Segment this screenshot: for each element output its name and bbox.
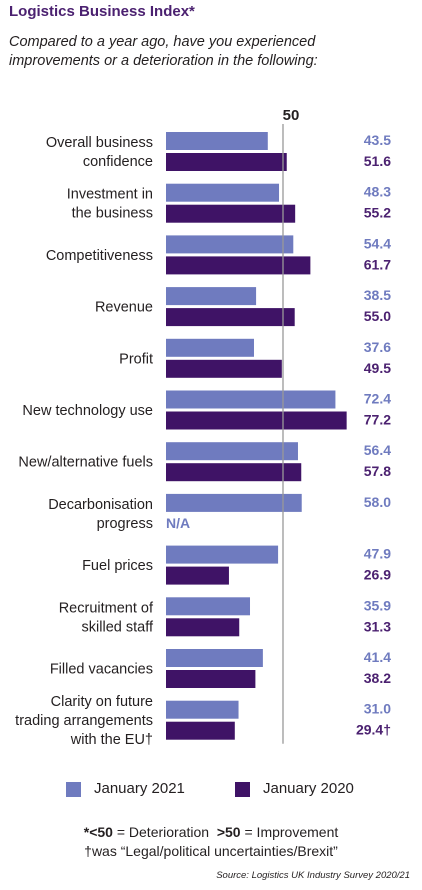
category-label-1-0: Investment in	[67, 187, 153, 203]
bar-jan2020-8	[166, 566, 229, 585]
value-label-jan2020-9: 31.3	[364, 618, 391, 634]
subtitle-line-1: Compared to a year ago, have you experie…	[9, 34, 316, 50]
chart-subtitle: Compared to a year ago, have you experie…	[9, 33, 318, 71]
value-label-jan2021-9: 35.9	[364, 597, 391, 613]
category-label-7-1: progress	[97, 516, 153, 532]
bar-jan2021-3	[166, 287, 257, 306]
legend-label-jan2020: January 2020	[263, 780, 354, 797]
bar-jan2021-11	[166, 700, 239, 719]
bar-jan2020-9	[166, 618, 240, 637]
category-label-3-0: Revenue	[95, 300, 153, 316]
bar-jan2020-3	[166, 308, 295, 327]
value-label-jan2020-6: 57.8	[364, 463, 391, 479]
bar-jan2020-6	[166, 463, 302, 482]
value-label-jan2020-10: 38.2	[364, 670, 391, 686]
category-label-0-1: confidence	[83, 154, 153, 170]
category-label-8-0: Fuel prices	[82, 558, 153, 574]
bar-jan2021-8	[166, 545, 279, 564]
category-label-0-0: Overall business	[46, 135, 153, 151]
bar-jan2020-10	[166, 670, 256, 688]
bar-jan2021-10	[166, 649, 263, 667]
value-label-jan2020-4: 49.5	[364, 360, 391, 376]
legend-swatch-jan2020	[235, 782, 250, 797]
source-note: Source: Logistics UK Industry Survey 202…	[216, 870, 410, 881]
value-label-jan2020-11: 29.4†	[356, 722, 391, 738]
legend-label-jan2021: January 2021	[94, 780, 185, 797]
legend: January 2021 January 2020	[0, 772, 422, 802]
category-label-11-0: Clarity on future	[51, 694, 153, 710]
category-label-10-0: Filled vacancies	[50, 662, 153, 678]
value-label-jan2020-1: 55.2	[364, 205, 391, 221]
category-label-9-0: Recruitment of	[59, 600, 154, 616]
footnote-deterioration-text: = Deterioration	[112, 824, 217, 840]
value-label-jan2021-2: 54.4	[364, 235, 391, 251]
footnote-improvement-symbol: >50	[216, 824, 241, 840]
bar-jan2020-5	[166, 411, 347, 430]
value-label-jan2021-1: 48.3	[364, 184, 391, 200]
category-label-7-0: Decarbonisation	[48, 497, 153, 513]
legend-swatch-jan2021	[66, 782, 81, 797]
value-label-jan2020-5: 77.2	[364, 412, 391, 428]
bar-jan2021-6	[166, 442, 298, 461]
subtitle-line-2: improvements or a deterioration in the f…	[9, 53, 318, 69]
category-label-6-0: New/alternative fuels	[18, 455, 153, 471]
category-label-2-0: Competitiveness	[46, 248, 153, 264]
bar-jan2021-4	[166, 338, 254, 357]
category-label-9-1: skilled staff	[82, 619, 154, 635]
value-label-jan2021-4: 37.6	[364, 339, 391, 355]
value-label-jan2021-3: 38.5	[364, 287, 391, 303]
value-label-jan2021-10: 41.4	[364, 649, 391, 665]
value-label-jan2021-0: 43.5	[364, 132, 391, 148]
reference-line-label: 50	[283, 107, 300, 124]
bar-jan2021-5	[166, 390, 336, 409]
category-label-4-0: Profit	[119, 351, 153, 367]
bar-jan2021-7	[166, 493, 302, 512]
category-label-5-0: New technology use	[22, 403, 153, 419]
footnote-threshold: *<50 = Deterioration >50 = Improvement	[0, 824, 422, 840]
bar-jan2020-4	[166, 359, 282, 378]
value-label-jan2021-8: 47.9	[364, 546, 391, 562]
value-label-jan2020-8: 26.9	[364, 567, 391, 583]
category-label-11-1: trading arrangements	[15, 713, 153, 729]
value-label-jan2021-7: 58.0	[364, 494, 391, 510]
value-label-jan2020-2: 61.7	[364, 256, 391, 272]
category-label-1-1: the business	[72, 206, 153, 222]
chart-title: Logistics Business Index*	[9, 3, 195, 20]
bar-jan2020-0	[166, 153, 287, 171]
footnote-deterioration-symbol: *<50	[83, 824, 113, 840]
bar-jan2020-2	[166, 256, 311, 275]
bar-jan2021-9	[166, 597, 251, 616]
bar-jan2020-11	[166, 721, 235, 740]
bar-jan2021-0	[166, 132, 268, 150]
bar-jan2021-1	[166, 183, 280, 202]
footnote-dagger: †was “Legal/political uncertainties/Brex…	[84, 843, 338, 859]
bar-jan2021-2	[166, 235, 294, 254]
value-label-jan2020-0: 51.6	[364, 153, 391, 169]
value-label-jan2021-6: 56.4	[364, 442, 391, 458]
value-label-jan2020-7: N/A	[166, 515, 190, 531]
value-label-jan2020-3: 55.0	[364, 308, 391, 324]
category-label-11-2: with the EU†	[70, 732, 153, 748]
bar-jan2020-1	[166, 204, 296, 223]
footnote-improvement-text: = Improvement	[240, 824, 339, 840]
value-label-jan2021-11: 31.0	[364, 701, 391, 717]
value-label-jan2021-5: 72.4	[364, 391, 391, 407]
bar-chart: 43.5 51.6 Overall business confidence 48.3 55…	[15, 107, 391, 748]
